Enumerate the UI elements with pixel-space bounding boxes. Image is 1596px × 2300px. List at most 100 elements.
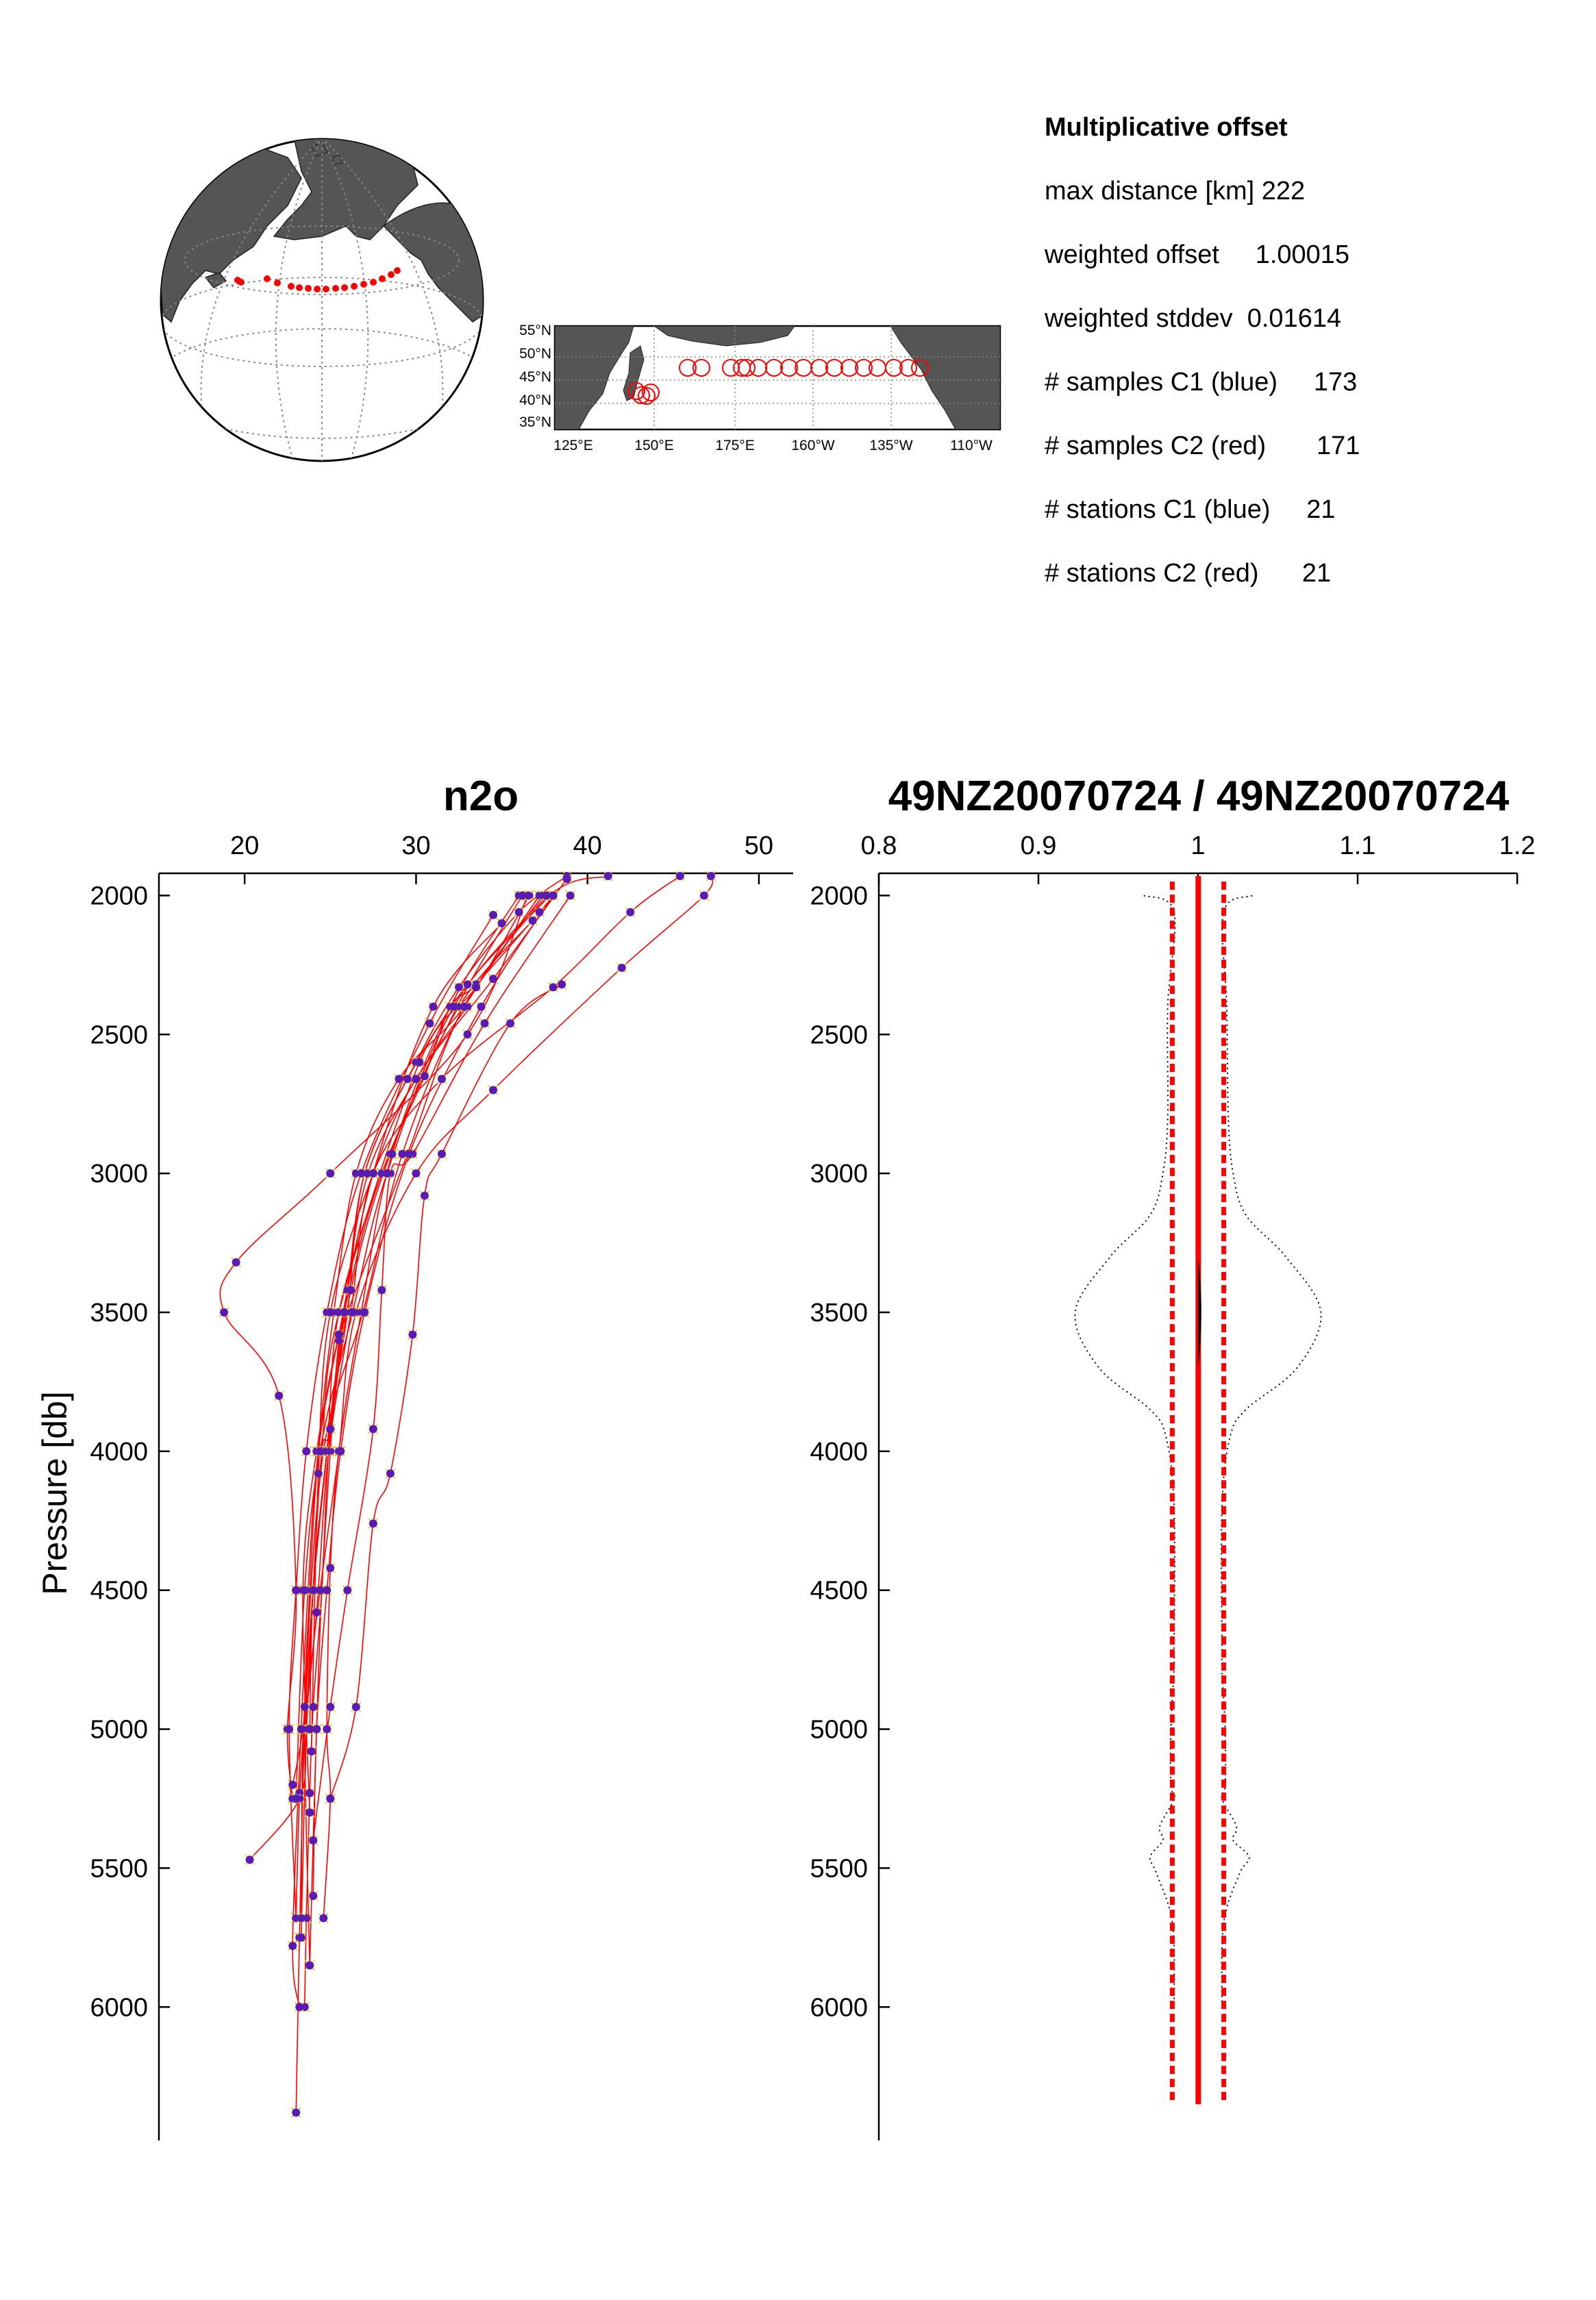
x-ticks: 0.8 0.9 1 1.1 1.2 (861, 832, 1536, 884)
sample-marker (562, 873, 573, 884)
station-dot (360, 281, 367, 288)
sample-marker (359, 1307, 370, 1318)
station-dot (314, 286, 321, 292)
sample-marker (311, 1607, 322, 1618)
marker-dot (626, 908, 635, 916)
inset-land-asia (555, 326, 634, 429)
n2o-chart: n2o Pressure [db] 20 30 40 50 2000 2500 3000 3… (36, 773, 793, 2140)
x-tick-label: 40 (573, 832, 602, 860)
marker-dot (395, 1075, 403, 1084)
inset-graticule (555, 326, 1000, 429)
marker-dot (518, 891, 527, 900)
profile-lines (219, 875, 714, 2113)
ratio-chart: 49NZ20070724 / 49NZ20070724 0.8 0.9 1 1.1 1.… (810, 773, 1535, 2140)
marker-dot (386, 1469, 395, 1478)
marker-dot (288, 1942, 297, 1951)
y-axis-label: Pressure [db] (36, 1391, 74, 1595)
station-circle (780, 359, 798, 377)
sample-marker (338, 1307, 349, 1318)
marker-dot (323, 1725, 332, 1734)
x-ticks: 20 30 40 50 (230, 832, 773, 884)
station-dot (332, 285, 339, 292)
x-tick-label: 50 (745, 832, 773, 860)
station-circle (632, 386, 650, 404)
sample-marker (299, 1585, 310, 1596)
sample-marker (548, 982, 559, 992)
y-tick-label: 4500 (90, 1577, 148, 1605)
sample-marker (471, 982, 482, 992)
marker-dot (292, 2108, 301, 2117)
sample-marker (675, 871, 686, 882)
x-tick-label: 20 (230, 832, 259, 860)
marker-dot (699, 891, 708, 900)
lat-label: 55°N (519, 323, 551, 338)
station-dot (274, 279, 281, 286)
stats-row: weighted stddev 0.01614 (1045, 304, 1342, 333)
station-circle (899, 359, 917, 377)
profile-line (303, 895, 530, 1966)
station-circle (911, 359, 929, 377)
station-dot (296, 284, 303, 291)
marker-dot (463, 980, 472, 989)
sample-marker (410, 1168, 421, 1179)
marker-dot (319, 1914, 328, 1923)
y-tick-label: 2500 (810, 1021, 868, 1049)
x-tick-label: 1.2 (1499, 832, 1536, 860)
marker-dot (306, 1725, 314, 1734)
sample-marker (308, 1835, 319, 1846)
sample-marker (541, 890, 552, 901)
marker-dot (382, 1169, 391, 1178)
sample-marker (325, 1168, 336, 1179)
inset-land-america (890, 326, 1000, 429)
marker-dot (307, 1747, 316, 1756)
marker-dot (437, 1149, 446, 1158)
sample-marker (475, 1001, 487, 1012)
sample-marker (345, 1285, 356, 1296)
marker-dot (562, 875, 571, 884)
offset-bulge (1198, 1256, 1201, 1368)
marker-dot (706, 872, 715, 881)
sample-marker (534, 907, 545, 918)
sample-marker (290, 2107, 301, 2118)
profile-line (249, 895, 540, 1860)
sample-marker (301, 1446, 312, 1457)
marker-dot (412, 1169, 421, 1178)
marker-dot (514, 908, 523, 916)
marker-dot (232, 1258, 240, 1266)
envelope-line (1221, 895, 1322, 2008)
station-dot (323, 286, 329, 292)
sample-marker (325, 1562, 336, 1573)
marker-dot (288, 1780, 297, 1789)
profile-line (219, 895, 528, 1799)
y-ticks: 2000 2500 3000 3500 4000 4500 5000 5500 6000 (90, 882, 170, 2022)
sample-marker (311, 1724, 322, 1735)
station-circle (693, 359, 710, 377)
chart-title: n2o (443, 773, 519, 820)
marker-dot (357, 1169, 366, 1178)
marker-dot (245, 1855, 254, 1864)
sample-marker (517, 890, 528, 901)
profile-line (329, 984, 562, 1799)
sample-marker (385, 1468, 396, 1479)
marker-dot (316, 1447, 325, 1455)
marker-dot (336, 1447, 345, 1455)
marker-dot (340, 1308, 349, 1317)
sample-marker (273, 1390, 284, 1401)
sample-marker (368, 1423, 379, 1434)
y-tick-label: 6000 (810, 1993, 868, 2022)
profile-line (300, 920, 534, 1938)
marker-dot (326, 1425, 335, 1434)
x-tick-label: 1 (1190, 832, 1205, 860)
marker-dot (314, 1469, 323, 1478)
sample-marker (314, 1446, 325, 1457)
sample-marker (497, 918, 508, 929)
sample-marker (290, 1793, 301, 1804)
station-circle (765, 359, 783, 377)
marker-dot (351, 1703, 360, 1712)
sample-marker (308, 1585, 319, 1596)
marker-dot (412, 1075, 421, 1084)
marker-dot (285, 1725, 294, 1734)
lon-label: 135°W (869, 438, 912, 453)
x-tick-label: 1.1 (1340, 832, 1376, 860)
sample-marker (427, 1001, 438, 1012)
